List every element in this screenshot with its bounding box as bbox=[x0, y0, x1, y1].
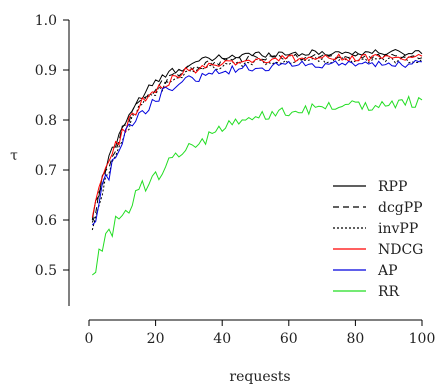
x-tick-label: 80 bbox=[346, 331, 364, 347]
legend-label-rr: RR bbox=[378, 284, 400, 300]
series-line-invpp bbox=[91, 56, 423, 231]
series-line-ndcg bbox=[91, 53, 423, 218]
axes bbox=[68, 20, 422, 321]
y-tick-label: 0.8 bbox=[35, 113, 57, 129]
y-tick-label: 0.6 bbox=[35, 213, 57, 229]
y-axis-label: τ bbox=[10, 148, 18, 164]
legend-label-rpp: RPP bbox=[378, 179, 407, 195]
x-tick-label: 60 bbox=[280, 331, 298, 347]
legend-label-ndcg: NDCG bbox=[378, 242, 423, 258]
y-tick-label: 0.9 bbox=[35, 63, 57, 79]
series-line-rpp bbox=[91, 48, 423, 221]
y-ticks: 0.5 0.6 0.7 0.8 0.9 1.0 bbox=[35, 13, 69, 279]
x-tick-label: 0 bbox=[85, 331, 94, 347]
legend-label-ap: AP bbox=[377, 263, 398, 279]
series-line-rr bbox=[91, 94, 423, 276]
x-tick-label: 100 bbox=[409, 331, 435, 347]
x-ticks: 0 20 40 60 80 100 bbox=[85, 320, 435, 347]
x-tick-label: 20 bbox=[147, 331, 165, 347]
legend: RPP dcgPP invPP NDCG AP RR bbox=[333, 179, 423, 300]
x-tick-label: 40 bbox=[213, 331, 231, 347]
series-lines bbox=[91, 48, 423, 276]
y-tick-label: 0.7 bbox=[35, 163, 57, 179]
series-line-dcgpp bbox=[91, 52, 423, 223]
legend-label-invpp: invPP bbox=[378, 221, 418, 237]
series-line-ap bbox=[91, 59, 423, 226]
y-tick-label: 0.5 bbox=[35, 263, 57, 279]
legend-label-dcgpp: dcgPP bbox=[378, 200, 423, 216]
x-axis-label: requests bbox=[229, 369, 290, 385]
y-tick-label: 1.0 bbox=[35, 13, 57, 29]
